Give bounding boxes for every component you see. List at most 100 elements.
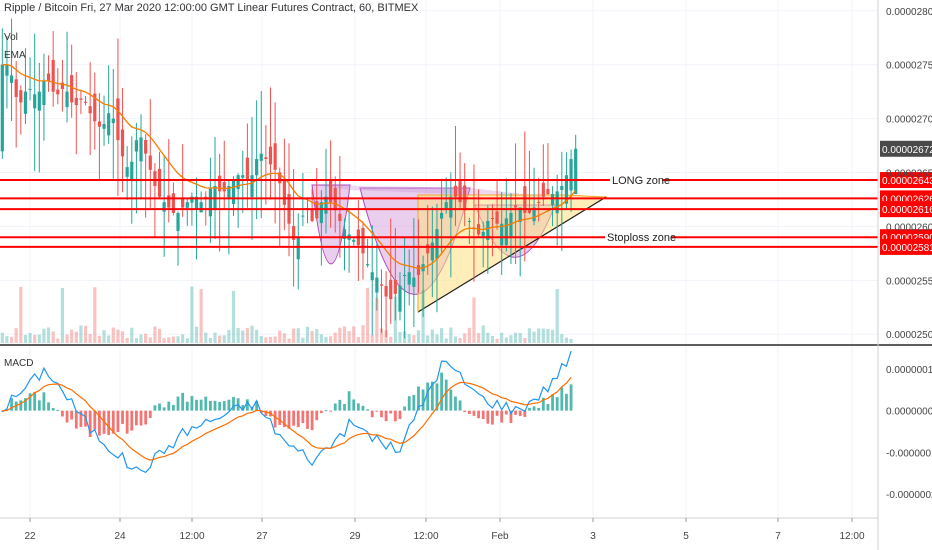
candle-body: [541, 182, 545, 197]
volume-bar: [23, 334, 28, 343]
volume-bar: [167, 337, 171, 343]
candle-body: [97, 121, 102, 127]
macd-histogram-bar: [569, 384, 573, 411]
macd-histogram-bar: [444, 379, 448, 411]
candle-body: [139, 137, 143, 162]
macd-histogram-bar: [93, 410, 97, 430]
candle-body: [231, 180, 236, 204]
candle-body: [467, 221, 471, 223]
macd-histogram-bar: [315, 410, 319, 421]
volume-bar: [458, 337, 462, 343]
candle-body: [537, 201, 541, 203]
macd-histogram-bar: [204, 396, 208, 411]
candle-body: [9, 75, 14, 83]
volume-bar: [435, 334, 439, 343]
macd-histogram-bar: [458, 400, 462, 411]
candle-body: [393, 279, 397, 294]
volume-bar: [513, 332, 518, 343]
macd-histogram-bar: [47, 402, 50, 411]
macd-histogram-bar: [153, 405, 157, 411]
macd-histogram-bar: [324, 410, 328, 412]
candle-body: [430, 242, 434, 261]
volume-bar: [60, 287, 65, 343]
macd-histogram-bar: [361, 405, 365, 411]
volume-bar: [37, 334, 41, 343]
candle-body: [574, 148, 578, 195]
candle-body: [564, 175, 569, 204]
macd-histogram-bar: [130, 410, 134, 431]
macd-histogram-bar: [278, 410, 282, 425]
macd-histogram-bar: [208, 400, 212, 411]
ema-indicator-label[interactable]: EMA: [4, 50, 26, 61]
volume-bar: [315, 329, 319, 343]
macd-signal-line: [2, 376, 572, 461]
macd-histogram-bar: [139, 410, 143, 426]
volume-bar: [287, 338, 291, 343]
candle-body: [130, 161, 134, 180]
macd-histogram-bar: [421, 389, 425, 411]
candle-body: [352, 239, 356, 242]
vol-indicator-label[interactable]: Vol: [4, 32, 18, 43]
candle-body: [194, 196, 199, 209]
macd-histogram-bar: [477, 410, 480, 419]
macd-histogram-bar: [546, 403, 550, 411]
macd-histogram-bar: [172, 404, 175, 411]
last-price-label: 0.00002672: [882, 145, 932, 156]
macd-histogram-bar: [407, 396, 411, 411]
volume-bar: [171, 336, 175, 343]
volume-bar: [292, 328, 296, 343]
volume-bar: [194, 326, 199, 343]
time-tick-label: 7: [775, 531, 781, 542]
volume-bar: [56, 338, 60, 343]
macd-histogram-bar: [370, 410, 374, 418]
candle-body: [241, 175, 245, 178]
volume-bar: [444, 338, 448, 343]
volume-bar: [218, 335, 222, 343]
candle-body: [264, 157, 268, 160]
level-price-label: 0.00002643: [882, 176, 932, 187]
macd-histogram-bar: [79, 410, 83, 427]
candle-body: [79, 98, 83, 100]
level-price-badge: [880, 201, 932, 218]
volume-bar: [361, 325, 365, 343]
macd-histogram-bar: [495, 410, 499, 416]
candle-body: [23, 91, 28, 114]
volume-bar: [333, 332, 337, 343]
candle-body: [60, 82, 65, 89]
macd-histogram-bar: [319, 410, 323, 414]
volume-bar: [42, 328, 46, 343]
volume-bar: [500, 332, 504, 343]
candle-body: [342, 229, 347, 239]
candle-body: [324, 196, 328, 214]
level-price-badge: [880, 172, 932, 189]
candle-body: [157, 168, 162, 197]
volume-bar: [509, 335, 513, 343]
volume-bar: [430, 329, 434, 343]
candle-body: [51, 59, 55, 92]
candle-body: [426, 244, 430, 254]
macd-histogram-bar: [255, 400, 259, 411]
candle-body: [102, 123, 106, 129]
macd-histogram-bar: [375, 410, 379, 412]
macd-histogram-bar: [463, 410, 467, 413]
macd-indicator-label[interactable]: MACD: [4, 358, 34, 369]
candle-body: [46, 73, 51, 81]
volume-bar: [319, 334, 323, 343]
candle-body: [278, 172, 282, 184]
macd-histogram-bar: [144, 410, 148, 425]
volume-bar: [125, 337, 129, 343]
volume-bar: [70, 329, 74, 343]
volume-bar: [231, 290, 236, 343]
volume-bar: [375, 297, 379, 343]
volume-bar: [51, 331, 55, 343]
candle-body: [19, 90, 23, 103]
candle-body: [319, 202, 323, 224]
macd-histogram-bar: [528, 407, 531, 411]
macd-histogram-bar: [148, 410, 152, 418]
macd-histogram-bar: [241, 405, 245, 411]
